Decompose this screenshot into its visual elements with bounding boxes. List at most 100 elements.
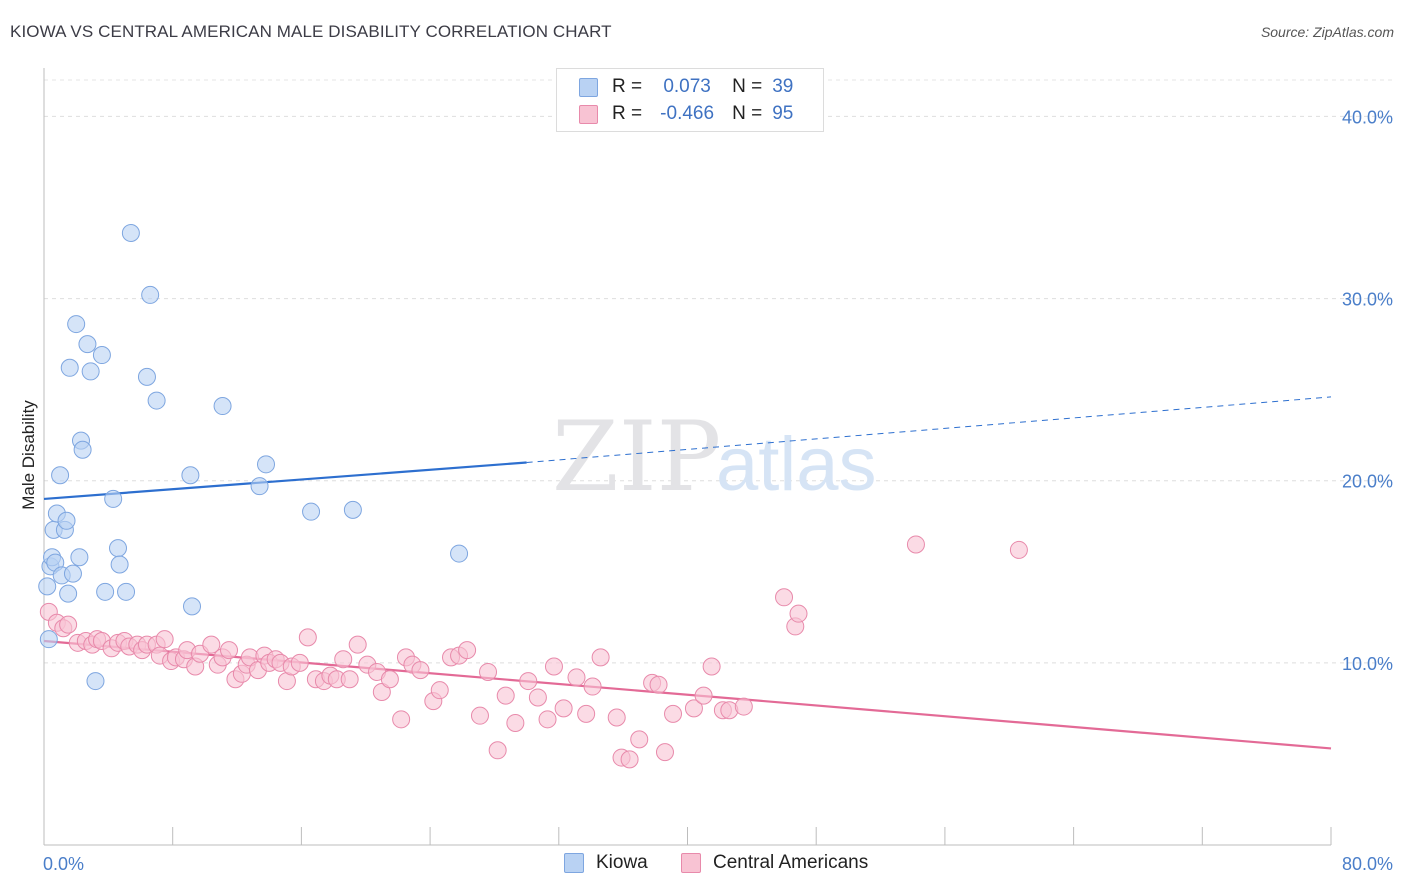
kiowa-point (81, 362, 100, 381)
chart-source: Source: ZipAtlas.com (1260, 24, 1394, 40)
kiowa-point (147, 391, 166, 410)
central-americans-point (906, 535, 925, 554)
kiowa-point (59, 584, 78, 603)
central-americans-point (59, 615, 78, 634)
kiowa-point (92, 346, 111, 365)
central-americans-point (496, 686, 515, 705)
kiowa-point (109, 539, 128, 558)
kiowa-point (183, 597, 202, 616)
central-americans-point (470, 706, 489, 725)
kiowa-point (302, 502, 321, 521)
kiowa-point (73, 440, 92, 459)
central-americans-point (544, 657, 563, 676)
central-americans-point (620, 750, 639, 769)
central-americans-point (430, 681, 449, 700)
series-legend-central[interactable]: Central Americans (681, 852, 868, 874)
legend-r-value: -0.466 (660, 103, 715, 124)
kiowa-point (70, 548, 89, 567)
kiowa-point (181, 466, 200, 485)
y-tick-label: 10.0% (1342, 654, 1393, 674)
legend-r-label: R = (612, 76, 643, 97)
y-tick-label: 30.0% (1342, 290, 1393, 310)
central-americans-point (702, 657, 721, 676)
kiowa-point (117, 582, 136, 601)
central-americans-point (392, 710, 411, 729)
central-americans-point (298, 628, 317, 647)
tick-labels: 10.0% 20.0% 30.0% 40.0% 0.0% 80.0% Male Disabi… (19, 107, 1393, 874)
central-americans-point (775, 588, 794, 607)
kiowa-trend-line (43, 461, 527, 501)
y-tick-label: 20.0% (1342, 472, 1393, 492)
central-americans-point (290, 653, 309, 672)
central-americans-point (479, 662, 498, 681)
kiowa-point (137, 367, 156, 386)
kiowa-swatch (579, 77, 598, 97)
kiowa-points (38, 224, 469, 691)
central-americans-point (664, 704, 683, 723)
central-americans-point (348, 635, 367, 654)
central-americans-point (458, 641, 477, 660)
kiowa-point (141, 285, 160, 304)
central-americans-point (372, 683, 391, 701)
central-americans-point (1009, 540, 1028, 559)
central-swatch (681, 853, 701, 873)
series-legend-central-label: Central Americans (713, 852, 869, 873)
central-americans-point (528, 688, 547, 707)
central-americans-point (591, 648, 610, 667)
chart-title: KIOWA VS CENTRAL AMERICAN MALE DISABILIT… (10, 22, 612, 41)
kiowa-point (450, 544, 469, 563)
central-americans-point (684, 699, 703, 718)
central-americans-point (220, 641, 239, 660)
watermark: ZIP atlas (552, 401, 877, 513)
kiowa-point (110, 555, 129, 574)
legend-n-value: 39 (772, 76, 794, 97)
y-axis-title: Male Disability (19, 400, 38, 510)
kiowa-point (86, 672, 105, 691)
series-legend-kiowa[interactable]: Kiowa (564, 852, 648, 874)
kiowa-point (51, 466, 70, 485)
central-americans-point (607, 708, 626, 727)
series-legend-kiowa-label: Kiowa (596, 852, 648, 873)
legend-n-value: 95 (772, 103, 794, 124)
central-americans-point (554, 699, 573, 718)
central-americans-point (380, 670, 399, 689)
kiowa-point (213, 397, 232, 416)
series-legend: Kiowa Central Americans (0, 852, 1406, 878)
legend-r-label: R = (612, 103, 643, 124)
central-americans-point (411, 661, 430, 680)
central-americans-trend-line (43, 639, 1332, 750)
central-americans-point (340, 670, 359, 689)
central-americans-point (789, 604, 808, 623)
axis-layer (43, 68, 1332, 846)
x-tick-label: 80.0% (1342, 854, 1393, 874)
kiowa-point (38, 577, 57, 596)
central-americans-point (630, 730, 649, 749)
kiowa-point (57, 511, 76, 530)
kiowa-point (63, 564, 82, 583)
central-americans-point (202, 635, 221, 654)
kiowa-point (257, 455, 276, 474)
grid-layer (44, 79, 1392, 664)
kiowa-point (39, 630, 58, 649)
watermark-zip: ZIP (552, 401, 721, 513)
central-americans-point (334, 650, 353, 669)
central-americans-point (583, 677, 602, 696)
kiowa-point (96, 582, 115, 601)
x-tick-label: 0.0% (43, 854, 84, 874)
kiowa-point (78, 335, 97, 354)
central-americans-point (649, 675, 668, 694)
kiowa-point (250, 477, 269, 496)
central-americans-point (155, 630, 174, 649)
central-americans-point (734, 697, 753, 716)
kiowa-point (104, 489, 123, 508)
kiowa-point (67, 315, 86, 334)
correlation-legend: R = 0.073 N = 39 R = -0.466 N = 95 (556, 68, 824, 132)
central-americans-point (519, 672, 538, 691)
central-americans-point (567, 668, 586, 687)
legend-row-kiowa: R = 0.073 N = 39 (579, 75, 793, 99)
central-americans-point (577, 704, 596, 723)
legend-r-value: 0.073 (663, 76, 711, 97)
kiowa-point (121, 224, 140, 242)
central-americans-point (506, 713, 525, 732)
